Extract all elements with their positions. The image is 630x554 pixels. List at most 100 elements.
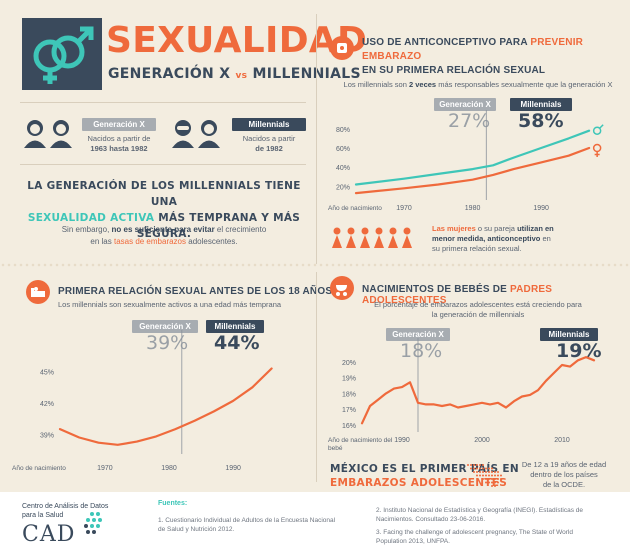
contraceptive-mil-pct: 58%	[518, 110, 564, 132]
births-gx-pct: 18%	[400, 340, 443, 362]
map-dot	[476, 464, 478, 466]
map-dot	[485, 471, 487, 473]
mexico-map-icon	[466, 462, 506, 490]
women-icons	[330, 226, 420, 252]
map-dot	[494, 478, 496, 480]
map-dot	[479, 464, 481, 466]
y-tick-label: 18%	[342, 391, 356, 398]
contraceptive-title: USO DE ANTICONCEPTIVO PARA PREVENIR EMBA…	[362, 37, 584, 76]
x-tick-label: 2000	[474, 437, 490, 444]
y-tick-label: 20%	[342, 360, 356, 367]
map-dot	[476, 467, 478, 470]
map-dot	[494, 471, 496, 473]
x-tick-label: 2010	[554, 437, 570, 444]
male-icon	[592, 124, 604, 135]
map-dot	[470, 464, 472, 466]
subtitle-vs: vs	[235, 71, 248, 81]
contraceptive-icon	[330, 36, 354, 60]
first-sex-mil-pct: 44%	[214, 332, 260, 354]
births-title: NACIMIENTOS DE BEBÉS DE PADRES ADOLESCEN…	[362, 284, 553, 306]
mexico-headline: MÉXICO ES EL PRIMER PAÍS EN EMBARAZOS AD…	[330, 463, 519, 489]
header-logo-box	[22, 18, 102, 90]
map-dot	[482, 478, 484, 480]
map-dot	[482, 467, 484, 470]
x-axis-label: Año de nacimiento	[12, 465, 66, 472]
series-line-1	[354, 146, 591, 195]
y-tick-label: 16%	[342, 423, 356, 430]
births-subtitle: El porcentaje de embarazos adolescentes …	[374, 300, 582, 319]
x-tick-label: 1980	[465, 205, 481, 212]
series-line-0	[354, 129, 591, 186]
map-dot	[479, 467, 481, 470]
map-dot	[488, 474, 490, 477]
headline-body: Sin embargo, no es suficiente para evita…	[61, 225, 267, 246]
series-line-0	[58, 367, 273, 446]
map-dot	[485, 478, 487, 480]
x-tick-label: 1970	[97, 465, 113, 472]
subtitle-mil: MILLENNIALS	[252, 66, 361, 82]
map-dot	[491, 485, 493, 487]
first-sex-subtitle: Los millennials son sexualmente activos …	[58, 300, 282, 309]
contraceptive-mil-tag: Millennials	[510, 98, 572, 111]
map-dot	[473, 471, 475, 473]
map-dot	[485, 474, 487, 477]
sources-title: Fuentes:	[158, 500, 188, 507]
map-dot	[494, 485, 496, 487]
map-dot	[491, 481, 493, 484]
map-dot	[497, 481, 499, 484]
x-axis-label: Año de nacimiento del bebé	[328, 437, 393, 452]
x-tick-label: 1980	[161, 465, 177, 472]
y-tick-label: 17%	[342, 407, 356, 414]
gender-symbols-icon	[33, 26, 94, 84]
map-dot	[494, 481, 496, 484]
map-dot	[479, 474, 481, 477]
org-name: Centro de Análisis de Datos para la Salu…	[22, 503, 109, 519]
y-tick-label: 60%	[336, 146, 350, 153]
map-dot	[488, 478, 490, 480]
header-subtitle: GENERACIÓN X vs MILLENNIALS	[108, 66, 361, 84]
first-sex-title: PRIMERA RELACIÓN SEXUAL ANTES DE LOS 18 …	[58, 286, 333, 297]
woman-figure	[360, 227, 370, 248]
x-axis-label: Año de nacimiento	[328, 205, 382, 212]
y-tick-label: 45%	[40, 370, 54, 377]
map-dot	[488, 481, 490, 484]
first-sex-mil-tag: Millennials	[206, 320, 264, 333]
woman-figure	[402, 227, 412, 248]
contraceptive-subtitle: Los millennials son 2 veces más responsa…	[343, 80, 613, 89]
mexico-side-text: De 12 a 19 años de edad dentro de los pa…	[521, 460, 607, 489]
mil-avatars	[170, 118, 222, 148]
source-2: 2. Instituto Nacional de Estadística y G…	[376, 507, 584, 523]
woman-figure	[374, 227, 384, 248]
header-title: SEXUALIDAD	[106, 20, 368, 61]
contraceptive-note: Las mujeres o su pareja utilizan en meno…	[432, 224, 554, 253]
mil-desc: Nacidos a partir de 1982	[242, 134, 296, 153]
source-1: 1. Cuestionario Individual de Adultos de…	[158, 517, 336, 533]
series-line-0	[360, 356, 596, 425]
map-dot	[497, 474, 499, 477]
map-dot	[476, 471, 478, 473]
contraceptive-gx-pct: 27%	[448, 110, 491, 132]
map-dot	[491, 467, 493, 470]
x-tick-label: 1990	[533, 205, 549, 212]
y-tick-label: 42%	[40, 401, 54, 408]
x-tick-label: 1990	[394, 437, 410, 444]
map-dot	[482, 471, 484, 473]
x-tick-label: 1990	[225, 465, 241, 472]
stroller-icon	[330, 276, 354, 300]
births-mil-tag: Millennials	[540, 328, 598, 341]
map-dot	[491, 474, 493, 477]
contraceptive-gx-tag: Generación X	[434, 98, 496, 111]
map-dot	[482, 464, 484, 466]
map-dot	[473, 464, 475, 466]
map-dot	[485, 467, 487, 470]
first-sex-gx-pct: 39%	[146, 332, 189, 354]
map-dot	[470, 467, 472, 470]
map-dot	[488, 471, 490, 473]
woman-figure	[346, 227, 356, 248]
logo-dots	[78, 508, 118, 548]
female-icon	[592, 143, 602, 157]
y-tick-label: 80%	[336, 127, 350, 134]
gx-desc: Nacidos a partir de 1963 hasta 1982	[87, 134, 151, 153]
map-dot	[491, 471, 493, 473]
map-dot	[491, 478, 493, 480]
